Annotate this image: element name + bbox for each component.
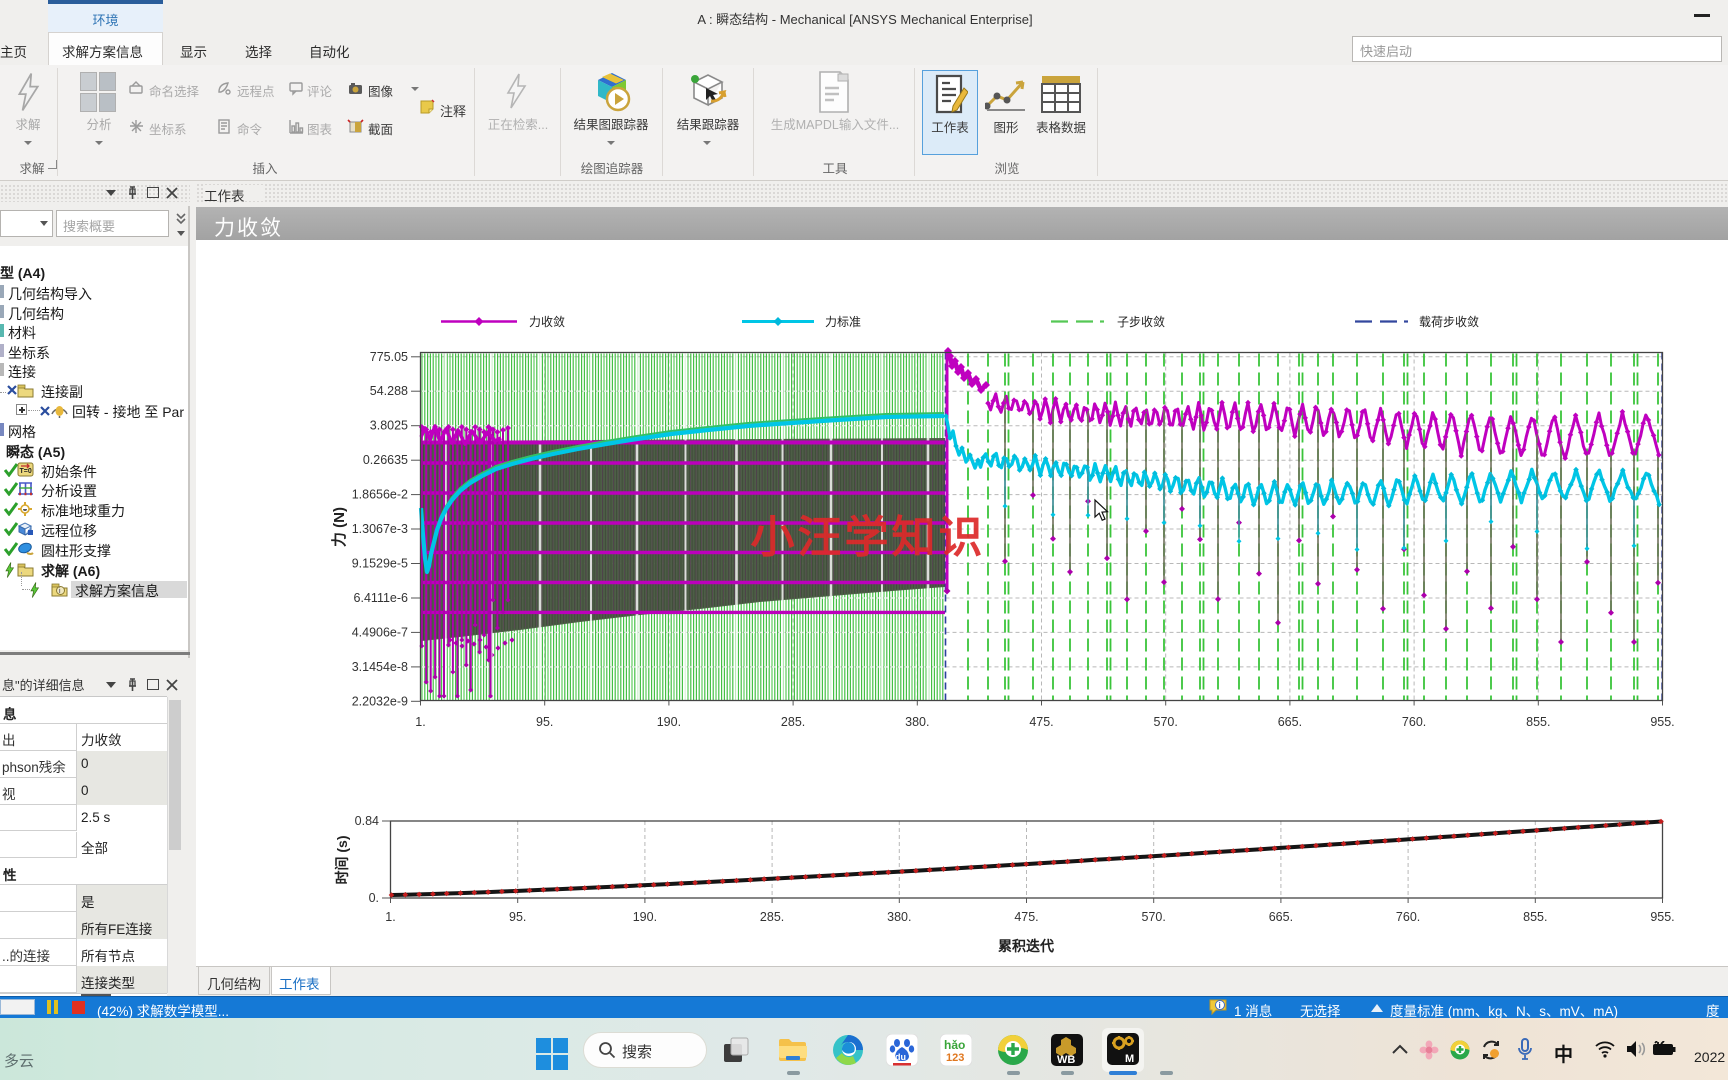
svg-text:6.4111e-6: 6.4111e-6 bbox=[354, 591, 408, 605]
svg-text:190.: 190. bbox=[633, 910, 657, 924]
svg-text:760.: 760. bbox=[1402, 715, 1426, 729]
svg-text:i: i bbox=[59, 588, 61, 595]
svg-text:380.: 380. bbox=[905, 715, 929, 729]
svg-text:力收敛: 力收敛 bbox=[529, 314, 565, 329]
svg-text:285.: 285. bbox=[760, 910, 784, 924]
svg-text:123: 123 bbox=[946, 1052, 964, 1064]
svg-text:95.: 95. bbox=[536, 715, 553, 729]
svg-text:54.288: 54.288 bbox=[370, 384, 408, 398]
svg-text:1.3067e-3: 1.3067e-3 bbox=[352, 522, 408, 536]
svg-text:570.: 570. bbox=[1154, 715, 1178, 729]
svg-text:0.: 0. bbox=[369, 891, 379, 905]
svg-text:475.: 475. bbox=[1014, 910, 1038, 924]
svg-text:累积迭代: 累积迭代 bbox=[998, 938, 1054, 954]
svg-text:775.05: 775.05 bbox=[370, 350, 408, 364]
svg-text:955.: 955. bbox=[1650, 910, 1674, 924]
svg-text:760.: 760. bbox=[1396, 910, 1420, 924]
svg-text:小汪学知识: 小汪学知识 bbox=[751, 513, 986, 562]
svg-text:665.: 665. bbox=[1269, 910, 1293, 924]
svg-text:190.: 190. bbox=[657, 715, 681, 729]
svg-text:1.: 1. bbox=[415, 715, 425, 729]
svg-text:855.: 855. bbox=[1526, 715, 1550, 729]
svg-text:955.: 955. bbox=[1650, 715, 1674, 729]
svg-text:855.: 855. bbox=[1523, 910, 1547, 924]
svg-text:hǎo: hǎo bbox=[944, 1038, 965, 1052]
svg-text:WB: WB bbox=[1057, 1054, 1075, 1066]
svg-text:力标准: 力标准 bbox=[825, 315, 861, 329]
svg-text:9.1529e-5: 9.1529e-5 bbox=[352, 557, 408, 571]
svg-text:时间 (s): 时间 (s) bbox=[334, 836, 350, 885]
svg-text:570.: 570. bbox=[1142, 910, 1166, 924]
svg-text:665.: 665. bbox=[1278, 715, 1302, 729]
svg-text:M: M bbox=[1125, 1053, 1134, 1065]
svg-text:0.26635: 0.26635 bbox=[363, 453, 408, 467]
svg-text:3.1454e-8: 3.1454e-8 bbox=[352, 660, 408, 674]
svg-text:1.8656e-2: 1.8656e-2 bbox=[352, 488, 408, 502]
svg-text:du: du bbox=[895, 1052, 906, 1062]
svg-text:载荷步收敛: 载荷步收敛 bbox=[1419, 314, 1479, 329]
svg-text:3.8025: 3.8025 bbox=[370, 419, 408, 433]
svg-text:285.: 285. bbox=[781, 715, 805, 729]
svg-text:4.4906e-7: 4.4906e-7 bbox=[352, 625, 408, 639]
svg-text:力 (N): 力 (N) bbox=[330, 507, 348, 547]
svg-text:1.: 1. bbox=[385, 910, 395, 924]
svg-text:i: i bbox=[1219, 1001, 1221, 1010]
svg-text:子步收敛: 子步收敛 bbox=[1117, 314, 1165, 329]
svg-text:0.84: 0.84 bbox=[355, 814, 379, 828]
svg-text:2.2032e-9: 2.2032e-9 bbox=[352, 694, 408, 708]
svg-text:475.: 475. bbox=[1029, 715, 1053, 729]
svg-text:T=0: T=0 bbox=[20, 468, 32, 475]
svg-text:380.: 380. bbox=[887, 910, 911, 924]
svg-text:95.: 95. bbox=[509, 910, 526, 924]
